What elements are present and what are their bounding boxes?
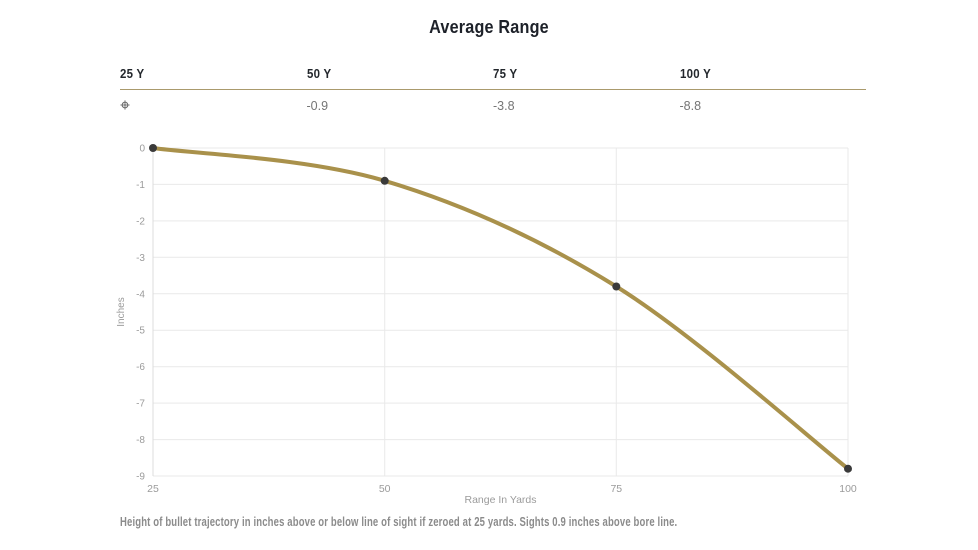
range-summary-table: 25 Y 50 Y 75 Y 100 Y -0.9 -3.8 -8.8 <box>120 66 866 113</box>
trajectory-footnote: Height of bullet trajectory in inches ab… <box>120 515 678 529</box>
data-point-marker[interactable] <box>844 464 852 473</box>
drop-value-75y: -3.8 <box>493 99 515 113</box>
x-tick-label: 75 <box>610 483 622 495</box>
zero-cell <box>120 99 307 113</box>
y-tick-label: -3 <box>136 253 145 264</box>
summary-table-value-row: -0.9 -3.8 -8.8 <box>120 90 866 113</box>
x-axis-title: Range In Yards <box>465 494 537 506</box>
col-header-25y: 25 Y <box>120 66 145 81</box>
col-header-100y: 100 Y <box>679 66 711 81</box>
trajectory-line <box>151 146 850 471</box>
y-tick-label: -1 <box>136 180 145 191</box>
data-point-marker[interactable] <box>149 144 157 152</box>
page-title: Average Range <box>429 17 549 37</box>
x-tick-label: 25 <box>147 483 159 495</box>
col-header-75y: 75 Y <box>493 66 518 81</box>
trajectory-chart: 0 -1 -2 -3 -4 -5 -6 -7 -8 -925 50 75 100 Inches Range … <box>116 144 857 507</box>
y-tick-label: -5 <box>136 326 145 337</box>
summary-table-header-row: 25 Y 50 Y 75 Y 100 Y <box>120 66 866 81</box>
x-tick-label: 100 <box>839 483 857 495</box>
y-tick-label: -2 <box>136 216 145 227</box>
y-axis-title: Inches <box>116 297 127 326</box>
data-point-marker[interactable] <box>612 282 621 291</box>
table-divider <box>120 89 866 90</box>
y-tick-label: -7 <box>136 399 145 410</box>
y-tick-label: -9 <box>136 472 145 483</box>
y-tick-label: -6 <box>136 362 145 373</box>
data-point-marker[interactable] <box>380 176 389 185</box>
y-tick-label: -4 <box>136 289 145 300</box>
y-tick-label: -8 <box>136 435 145 446</box>
x-tick-label: 50 <box>379 483 391 495</box>
col-header-50y: 50 Y <box>306 66 331 81</box>
drop-value-50y: -0.9 <box>306 99 329 113</box>
zero-reticle-icon <box>120 100 130 110</box>
y-tick-label: 0 <box>139 144 145 155</box>
drop-value-100y: -8.8 <box>679 99 702 113</box>
